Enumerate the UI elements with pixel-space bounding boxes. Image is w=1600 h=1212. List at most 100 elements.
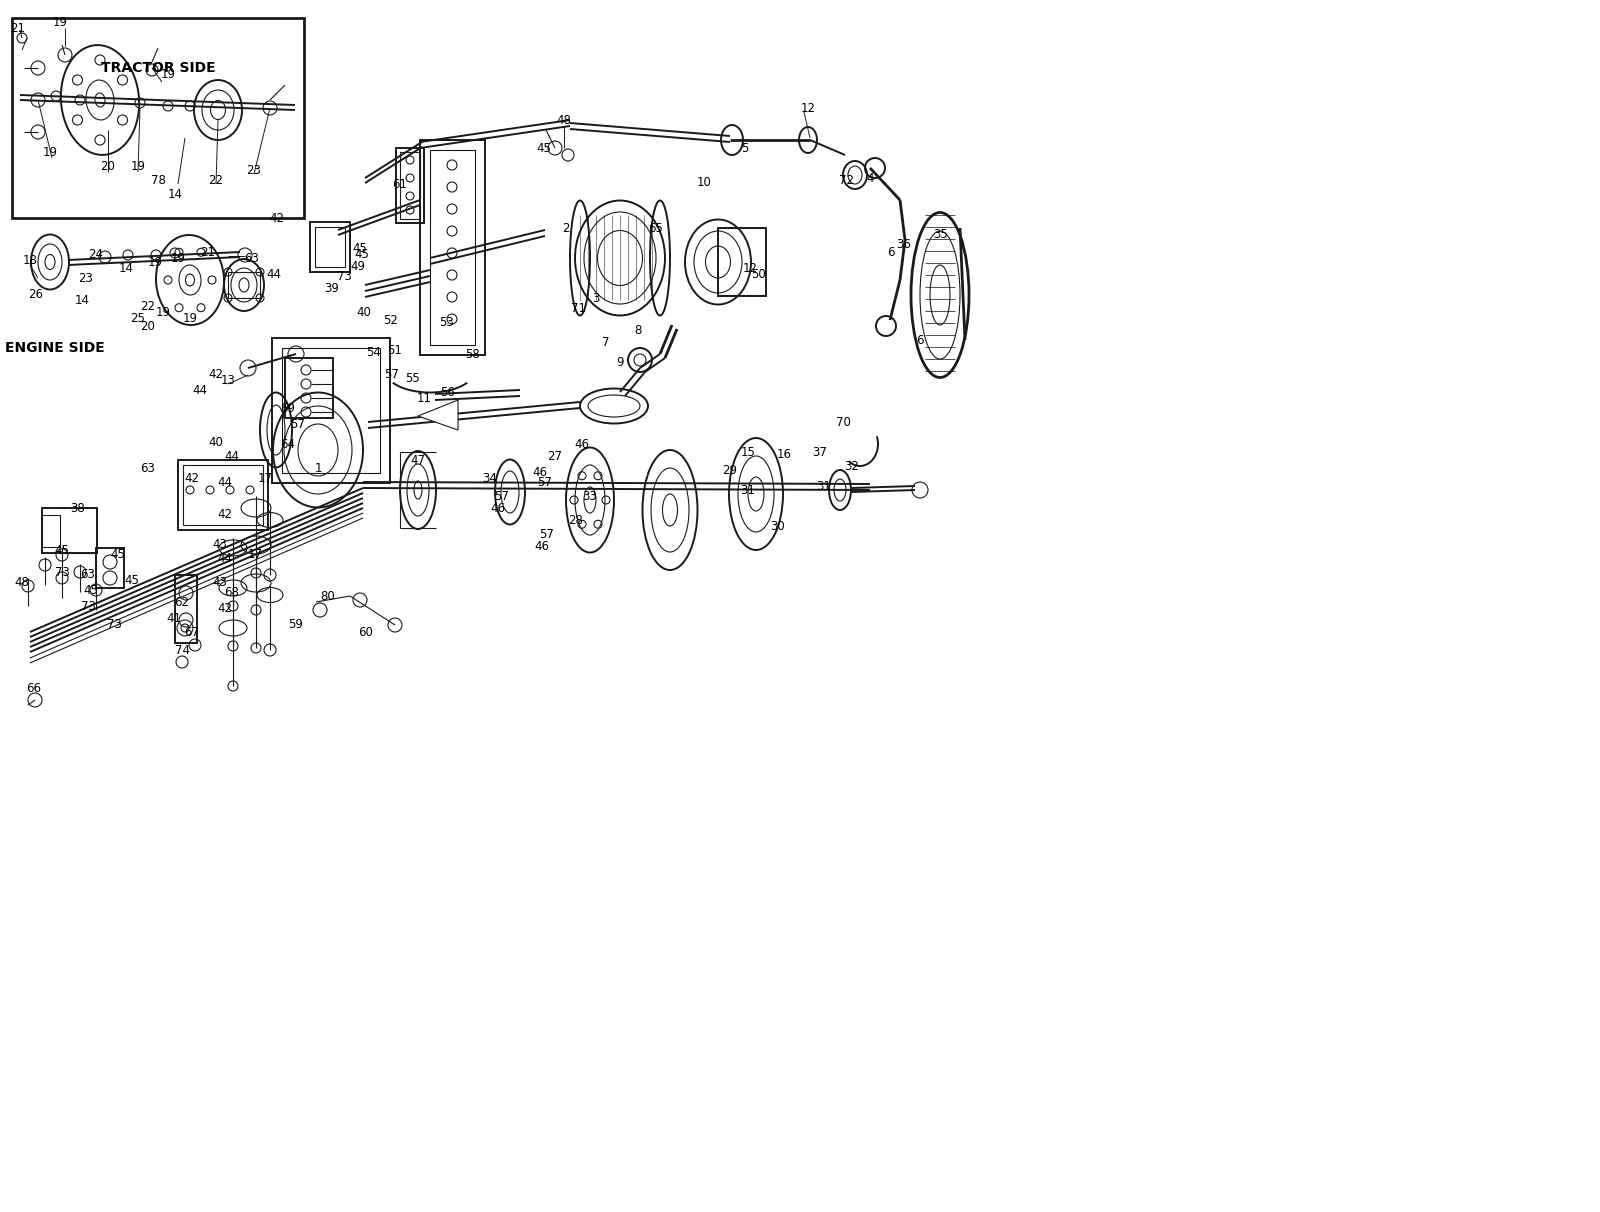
Text: 48: 48: [557, 114, 571, 126]
Text: 38: 38: [70, 502, 85, 515]
Text: 73: 73: [336, 269, 352, 282]
Text: 31: 31: [816, 480, 832, 492]
Text: 20: 20: [101, 160, 115, 173]
Text: 56: 56: [440, 387, 456, 400]
Text: 42: 42: [218, 509, 232, 521]
Text: 64: 64: [280, 439, 296, 452]
Bar: [13, 18, 304, 218]
Text: 45: 45: [355, 248, 370, 262]
Text: 34: 34: [483, 471, 498, 485]
Text: 39: 39: [325, 281, 339, 295]
Text: 22: 22: [141, 299, 155, 313]
Text: 44: 44: [218, 551, 232, 565]
Text: 42: 42: [184, 471, 200, 485]
Text: 51: 51: [387, 343, 403, 356]
Text: 19: 19: [53, 16, 67, 29]
Text: 40: 40: [357, 305, 371, 319]
Text: 66: 66: [27, 681, 42, 694]
Text: 71: 71: [571, 302, 586, 314]
Bar: [42, 508, 98, 553]
Text: 19: 19: [43, 147, 58, 160]
Text: 73: 73: [80, 600, 96, 613]
Text: 19: 19: [131, 160, 146, 173]
Text: 52: 52: [384, 314, 398, 326]
Text: 48: 48: [14, 577, 29, 589]
Text: 19: 19: [155, 305, 171, 319]
Text: 42: 42: [208, 367, 224, 381]
Text: 58: 58: [464, 349, 480, 361]
Text: 9: 9: [616, 356, 624, 370]
Bar: [419, 141, 485, 355]
Text: 30: 30: [771, 520, 786, 532]
Text: 46: 46: [533, 465, 547, 479]
Text: 57: 57: [539, 527, 555, 541]
Bar: [315, 227, 346, 267]
Text: 78: 78: [150, 173, 165, 187]
Text: 26: 26: [29, 288, 43, 302]
Text: 27: 27: [547, 450, 563, 463]
Text: 10: 10: [696, 176, 712, 189]
Text: 40: 40: [208, 435, 224, 448]
Text: 65: 65: [648, 222, 664, 234]
Text: 63: 63: [245, 252, 259, 264]
Text: 45: 45: [83, 583, 99, 596]
Text: 42: 42: [218, 601, 232, 614]
Text: 29: 29: [723, 463, 738, 476]
Polygon shape: [418, 400, 458, 430]
Text: 62: 62: [174, 595, 189, 608]
Text: 43: 43: [213, 577, 227, 589]
Text: 15: 15: [741, 446, 755, 458]
Text: 80: 80: [320, 589, 336, 602]
Text: 14: 14: [168, 189, 182, 201]
Text: 2: 2: [562, 222, 570, 234]
Text: 44: 44: [192, 383, 208, 396]
Text: 41: 41: [166, 612, 181, 624]
Text: 6: 6: [888, 246, 894, 258]
Text: 16: 16: [776, 447, 792, 461]
Text: 17: 17: [248, 549, 262, 561]
Text: 57: 57: [291, 417, 306, 430]
Text: 44: 44: [224, 450, 240, 463]
Text: 46: 46: [534, 539, 549, 553]
Text: 6: 6: [917, 333, 923, 347]
Text: 32: 32: [845, 459, 859, 473]
Text: 74: 74: [174, 644, 189, 657]
Bar: [182, 465, 262, 525]
Text: 35: 35: [934, 229, 949, 241]
Text: 3: 3: [592, 292, 600, 305]
Text: 17: 17: [258, 471, 272, 485]
Text: 46: 46: [491, 502, 506, 515]
Text: 63: 63: [80, 568, 96, 582]
Text: 49: 49: [350, 259, 365, 273]
Text: 5: 5: [741, 142, 749, 154]
Text: 28: 28: [568, 514, 584, 526]
Text: 13: 13: [221, 373, 235, 387]
Text: 11: 11: [416, 391, 432, 405]
Text: 73: 73: [107, 617, 122, 630]
Bar: [397, 148, 424, 223]
Text: 36: 36: [896, 238, 912, 251]
Text: 45: 45: [536, 142, 552, 154]
Bar: [42, 515, 61, 547]
Text: 21: 21: [200, 246, 216, 258]
Bar: [178, 461, 269, 530]
Text: 33: 33: [582, 490, 597, 503]
Text: 22: 22: [208, 173, 224, 187]
Text: 53: 53: [440, 315, 454, 328]
Text: 70: 70: [835, 416, 851, 429]
Text: 23: 23: [246, 164, 261, 177]
Bar: [400, 152, 419, 219]
Text: 57: 57: [494, 491, 509, 503]
Text: 20: 20: [141, 320, 155, 332]
Text: 45: 45: [125, 573, 139, 587]
Text: 45: 45: [110, 549, 125, 561]
Bar: [285, 358, 333, 418]
Text: 12: 12: [742, 262, 757, 274]
Text: 57: 57: [384, 368, 400, 382]
Text: 42: 42: [269, 212, 285, 224]
Text: 19: 19: [147, 256, 163, 269]
Text: 8: 8: [634, 324, 642, 337]
Text: 45: 45: [352, 241, 368, 255]
Bar: [96, 548, 125, 588]
Text: 60: 60: [358, 625, 373, 639]
